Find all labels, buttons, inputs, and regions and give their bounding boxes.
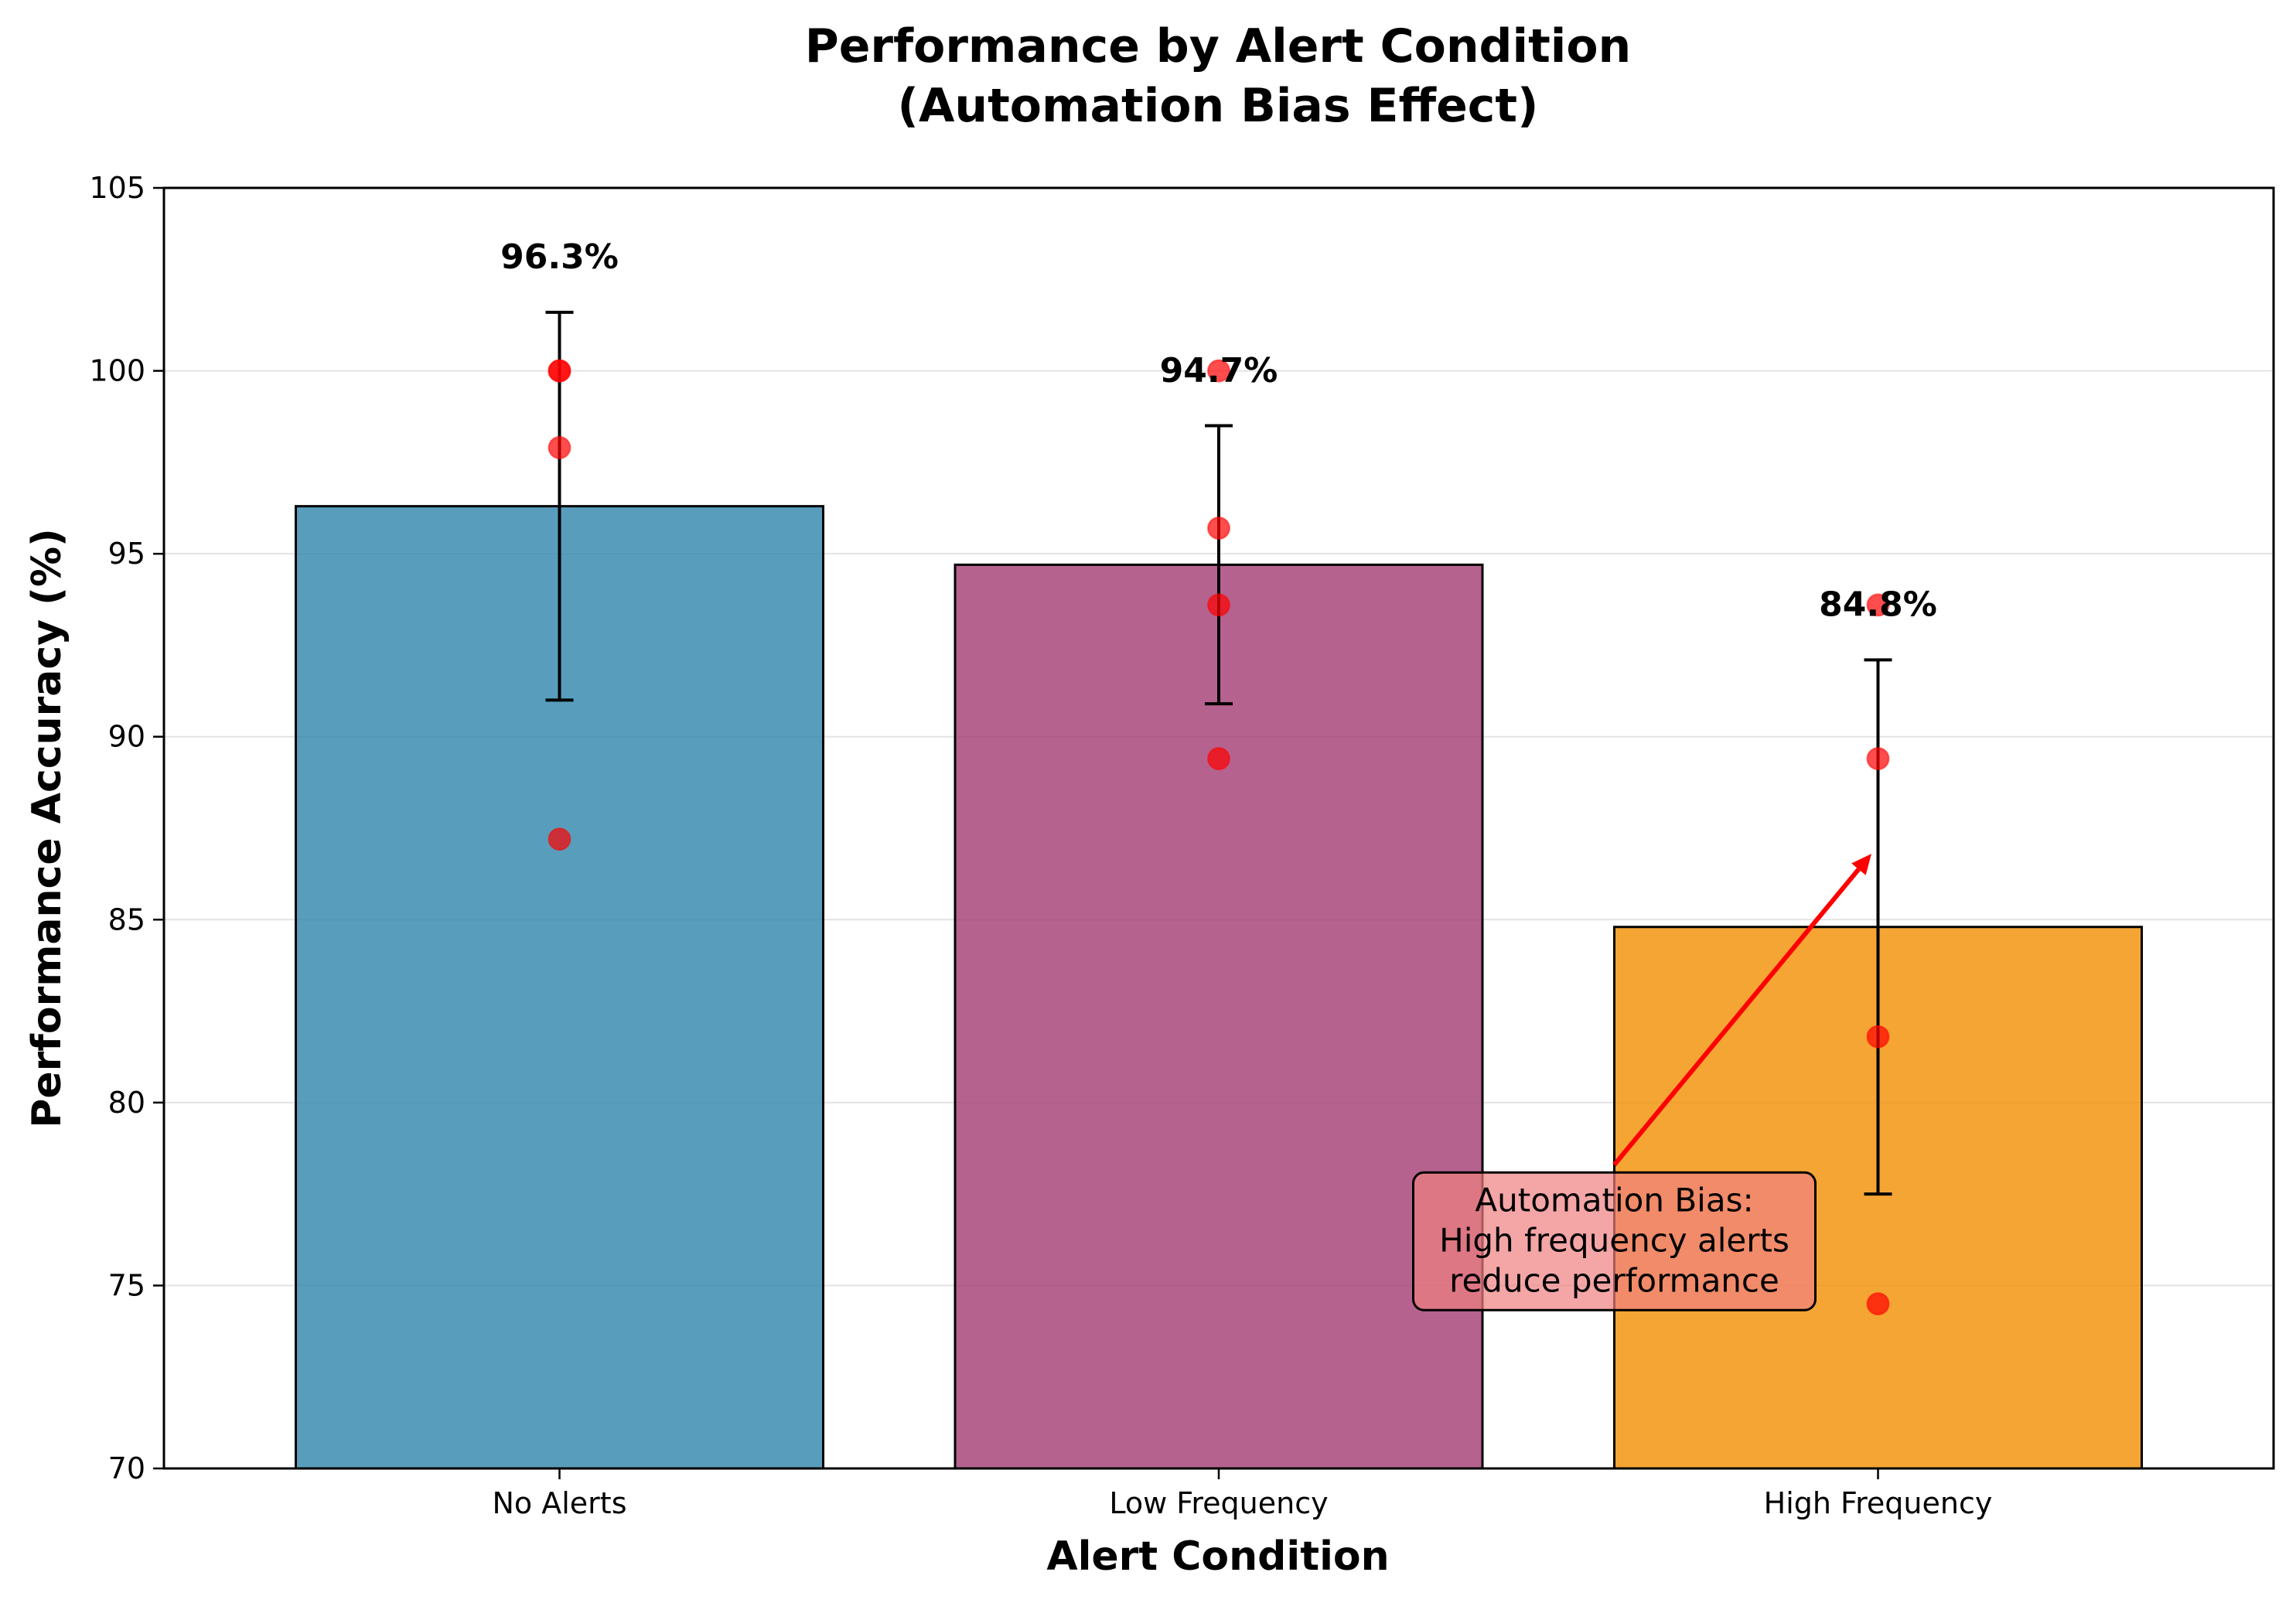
data-point-1-1 xyxy=(1207,517,1230,541)
annotation-line-0: Automation Bias: xyxy=(1475,1181,1753,1219)
data-point-2-2 xyxy=(1866,1025,1890,1049)
data-point-0-3 xyxy=(548,827,571,851)
y-tick-label: 80 xyxy=(108,1086,145,1120)
data-point-1-2 xyxy=(1207,593,1230,617)
annotation-line-2: reduce performance xyxy=(1449,1261,1779,1299)
x-tick-label-1: Low Frequency xyxy=(1109,1486,1328,1520)
annotation-box xyxy=(1412,1171,1817,1311)
value-label-1: 94.7% xyxy=(1160,351,1278,391)
annotation-arrow xyxy=(1612,868,1861,1167)
arrow-head-icon xyxy=(1851,854,1871,875)
x-axis-label: Alert Condition xyxy=(1046,1533,1389,1580)
annotation: Automation Bias:High frequency alertsred… xyxy=(1412,854,1871,1311)
value-labels-layer: 96.3% 94.7% 84.8% xyxy=(500,237,1937,624)
chart-title: Performance by Alert Condition xyxy=(805,19,1632,73)
bar-1 xyxy=(954,563,1484,1470)
y-tick-label: 100 xyxy=(89,354,145,388)
data-point-1-0 xyxy=(1207,359,1230,383)
y-tick-label: 105 xyxy=(89,171,145,205)
data-point-1-3 xyxy=(1207,747,1230,771)
x-tick-label-0: No Alerts xyxy=(492,1486,626,1520)
y-tick-label: 90 xyxy=(108,720,145,754)
value-label-2: 84.8% xyxy=(1819,585,1937,625)
data-point-2-1 xyxy=(1866,747,1890,771)
y-tick-label: 70 xyxy=(108,1451,145,1485)
data-point-2-0 xyxy=(1866,593,1890,617)
x-tick-label-2: High Frequency xyxy=(1764,1486,1993,1520)
data-point-0-2 xyxy=(548,435,571,459)
x-axis: No Alerts Low Frequency High Frequency xyxy=(492,1468,1992,1520)
chart-subtitle: (Automation Bias Effect) xyxy=(898,79,1539,133)
value-label-0: 96.3% xyxy=(500,237,619,277)
points-layer xyxy=(548,359,1890,1316)
data-point-0-1 xyxy=(548,359,571,383)
y-axis-label: Performance Accuracy (%) xyxy=(24,528,70,1128)
y-tick-label: 85 xyxy=(108,902,145,936)
data-point-2-3 xyxy=(1866,1292,1890,1316)
y-tick-label: 95 xyxy=(108,537,145,571)
annotation-line-1: High frequency alerts xyxy=(1439,1221,1789,1259)
y-tick-label: 75 xyxy=(108,1268,145,1302)
bars-layer xyxy=(295,505,2143,1470)
y-axis: 70 75 80 85 90 95 100 105 xyxy=(89,171,164,1485)
